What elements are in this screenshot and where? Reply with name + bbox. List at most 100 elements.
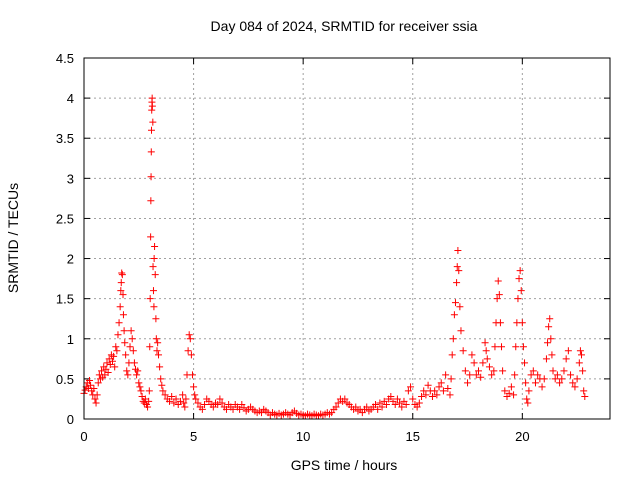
data-point — [110, 352, 118, 360]
data-point — [562, 355, 570, 363]
data-point — [148, 106, 156, 114]
data-point — [485, 363, 493, 371]
data-point — [424, 381, 432, 389]
data-point — [455, 267, 463, 275]
data-point — [201, 401, 209, 409]
data-point — [540, 375, 548, 383]
data-point — [391, 401, 399, 409]
data-point — [553, 371, 561, 379]
data-point — [149, 287, 157, 295]
data-point — [481, 339, 489, 347]
data-point — [548, 351, 556, 359]
data-point — [180, 399, 188, 407]
data-point — [413, 403, 421, 411]
data-point — [147, 197, 155, 205]
data-point — [578, 351, 586, 359]
data-point — [146, 343, 154, 351]
data-point — [409, 395, 417, 403]
data-point — [87, 381, 95, 389]
data-point — [135, 379, 143, 387]
data-point — [152, 315, 160, 323]
data-point — [521, 359, 529, 367]
data-point — [579, 367, 587, 375]
data-point — [214, 401, 222, 409]
data-point — [453, 279, 461, 287]
data-point — [117, 279, 125, 287]
chart-title: Day 084 of 2024, SRMTID for receiver ssi… — [211, 18, 478, 34]
data-point — [363, 403, 371, 411]
data-point — [393, 395, 401, 403]
data-point — [549, 367, 557, 375]
data-point — [571, 383, 579, 391]
data-point — [371, 401, 379, 409]
data-point — [454, 247, 462, 255]
data-point — [505, 389, 513, 397]
data-point — [446, 391, 454, 399]
data-point — [544, 339, 552, 347]
data-point — [115, 319, 123, 327]
data-point — [121, 339, 129, 347]
data-point — [191, 391, 199, 399]
x-tick-label: 10 — [296, 429, 310, 444]
data-point — [111, 363, 119, 371]
data-point — [444, 385, 452, 393]
data-point — [490, 367, 498, 375]
y-tick-label: 0.5 — [56, 372, 74, 387]
data-point — [148, 126, 156, 134]
data-point — [507, 383, 515, 391]
data-point — [534, 371, 542, 379]
data-point — [229, 405, 237, 413]
data-point — [133, 371, 141, 379]
data-point — [103, 359, 111, 367]
grid-lines — [84, 58, 610, 419]
x-axis-title: GPS time / hours — [291, 457, 398, 473]
data-point — [184, 347, 192, 355]
data-point — [378, 403, 386, 411]
data-point — [501, 387, 509, 395]
data-point — [407, 383, 415, 391]
data-point — [236, 405, 244, 413]
y-axis-title: SRMTID / TECUs — [5, 183, 21, 293]
data-point — [448, 351, 456, 359]
data-point — [334, 399, 342, 407]
data-point — [404, 387, 412, 395]
data-point — [136, 383, 144, 391]
data-point — [472, 371, 480, 379]
x-tick-label: 5 — [190, 429, 197, 444]
y-tick-label: 3 — [67, 171, 74, 186]
data-point — [491, 343, 499, 351]
data-point — [581, 393, 589, 401]
data-point — [376, 399, 384, 407]
data-point — [91, 395, 99, 403]
data-point — [576, 347, 584, 355]
data-point — [172, 395, 180, 403]
data-point — [511, 371, 519, 379]
data-point — [560, 367, 568, 375]
data-point — [113, 347, 121, 355]
data-point — [518, 319, 526, 327]
data-point — [127, 327, 135, 335]
data-point — [108, 357, 116, 365]
data-point — [159, 387, 167, 395]
data-point — [154, 339, 162, 347]
data-point — [85, 376, 93, 384]
data-point — [415, 399, 423, 407]
data-point — [144, 403, 152, 411]
data-point — [428, 393, 436, 401]
data-point — [447, 375, 455, 383]
data-point — [514, 295, 522, 303]
data-point — [118, 271, 126, 279]
data-point — [523, 395, 531, 403]
data-point — [341, 395, 349, 403]
data-points — [80, 94, 589, 420]
data-point — [527, 371, 535, 379]
data-point — [104, 368, 112, 376]
data-point — [194, 399, 202, 407]
data-point — [498, 343, 506, 351]
data-point — [551, 375, 559, 383]
data-point — [524, 399, 532, 407]
data-point — [493, 295, 501, 303]
y-tick-label: 3.5 — [56, 131, 74, 146]
data-point — [483, 355, 491, 363]
data-point — [145, 397, 153, 405]
